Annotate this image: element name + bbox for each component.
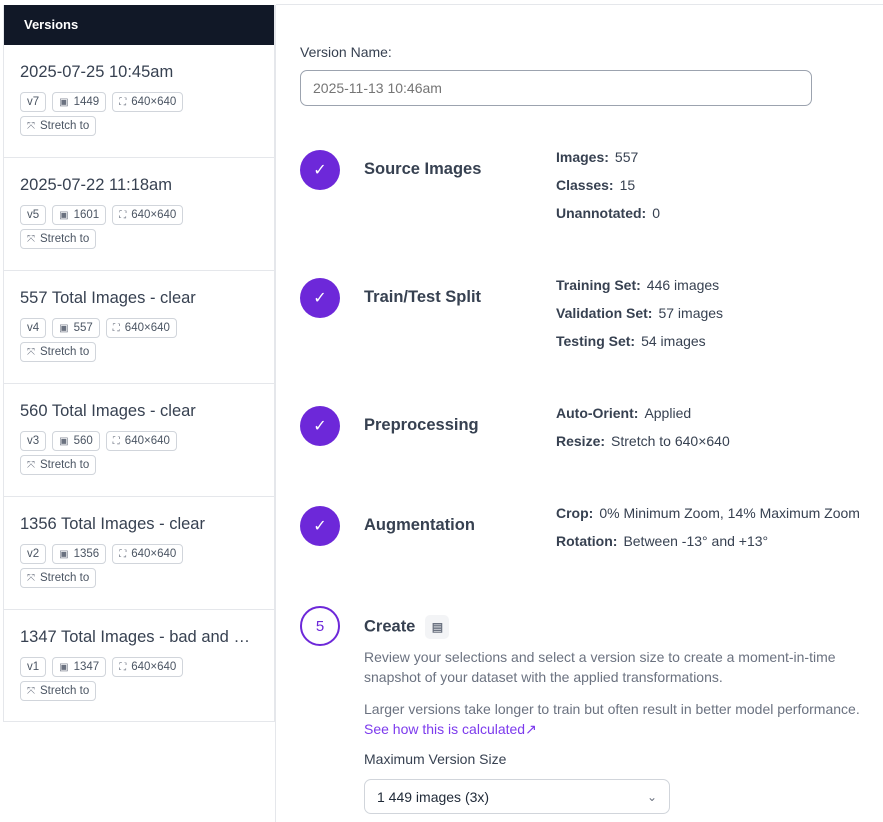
stretch-icon: ⤧ <box>27 120 35 132</box>
version-item[interactable]: 2025-07-22 11:18am v5 ▣ 1601 ⛶ 640×640 ⤧ St… <box>4 158 274 271</box>
stretch-icon: ⤧ <box>27 685 35 697</box>
check-icon: ✓ <box>300 150 340 190</box>
image-icon: ▣ <box>59 661 69 673</box>
resize-badge: ⤧ Stretch to <box>20 116 97 136</box>
version-item[interactable]: 1356 Total Images - clear v2 ▣ 1356 ⛶ 640×… <box>4 497 274 610</box>
size-badge: ⛶ 640×640 <box>112 544 184 564</box>
image-count-badge: ▣ 1449 <box>52 92 107 112</box>
detail-row: Validation Set: 57 images <box>556 305 724 321</box>
resize-badge: ⤧ Stretch to <box>20 229 97 249</box>
create-desc-2: Larger versions take longer to train but… <box>364 701 860 717</box>
resize-frame-icon: ⛶ <box>119 661 127 673</box>
image-icon: ▣ <box>59 548 69 560</box>
check-icon: ✓ <box>300 278 340 318</box>
divider <box>275 5 276 822</box>
image-icon: ▣ <box>59 209 69 221</box>
resize-badge: ⤧ Stretch to <box>20 681 97 701</box>
stretch-icon: ⤧ <box>27 572 35 584</box>
calculation-link[interactable]: See how this is calculated↗ <box>364 721 537 737</box>
version-item[interactable]: 560 Total Images - clear v3 ▣ 560 ⛶ 640×64… <box>4 384 274 497</box>
max-version-size-label: Maximum Version Size <box>364 751 507 767</box>
chevron-down-icon: ⌄ <box>646 789 657 804</box>
step-title: Source Images <box>364 160 482 178</box>
version-badge: v7 <box>20 92 47 112</box>
version-badge: v2 <box>20 544 47 564</box>
check-icon: ✓ <box>300 406 340 446</box>
image-icon: ▣ <box>59 322 69 334</box>
step-title: Train/Test Split <box>364 288 482 306</box>
version-title: 1347 Total Images - bad and augmented <box>20 628 258 646</box>
image-count-badge: ▣ 1347 <box>52 657 107 677</box>
size-badge: ⛶ 640×640 <box>105 318 177 338</box>
versions-sidebar: Versions 2025-07-25 10:45am v7 ▣ 1449 ⛶ 64… <box>3 5 275 722</box>
image-count-badge: ▣ 560 <box>52 431 100 451</box>
version-title: 557 Total Images - clear <box>20 289 196 307</box>
resize-frame-icon: ⛶ <box>119 209 127 221</box>
stretch-icon: ⤧ <box>27 233 35 245</box>
detail-row: Crop: 0% Minimum Zoom, 14% Maximum Zoom <box>556 505 860 521</box>
stretch-icon: ⤧ <box>27 459 35 471</box>
detail-row: Classes: 15 <box>556 177 636 193</box>
image-icon: ▣ <box>59 435 69 447</box>
image-count-badge: ▣ 1356 <box>52 544 107 564</box>
version-title: 2025-07-22 11:18am <box>20 176 172 194</box>
resize-badge: ⤧ Stretch to <box>20 568 97 588</box>
version-item[interactable]: 557 Total Images - clear v4 ▣ 557 ⛶ 640×64… <box>4 271 274 384</box>
detail-row: Resize: Stretch to 640×640 <box>556 433 730 449</box>
resize-badge: ⤧ Stretch to <box>20 455 97 475</box>
detail-row: Auto-Orient: Applied <box>556 405 692 421</box>
version-badge: v3 <box>20 431 47 451</box>
version-title: 1356 Total Images - clear <box>20 515 205 533</box>
size-badge: ⛶ 640×640 <box>112 205 184 225</box>
sidebar-title: Versions <box>4 5 274 45</box>
step-details: Training Set: 446 images Validation Set: 57… <box>556 271 723 355</box>
stretch-icon: ⤧ <box>27 346 35 358</box>
version-badge: v5 <box>20 205 47 225</box>
step-details: Auto-Orient: Applied Resize: Stretch to 640… <box>556 399 730 455</box>
image-count-badge: ▣ 1601 <box>52 205 107 225</box>
version-item[interactable]: 1347 Total Images - bad and augmented v1… <box>4 610 274 723</box>
version-item[interactable]: 2025-07-25 10:45am v7 ▣ 1449 ⛶ 640×640 ⤧ St… <box>4 45 274 158</box>
detail-row: Unannotated: 0 <box>556 205 661 221</box>
resize-badge: ⤧ Stretch to <box>20 342 97 362</box>
max-version-size-select[interactable]: 1 449 images (3x) ⌄ <box>364 779 670 814</box>
size-badge: ⛶ 640×640 <box>112 657 184 677</box>
detail-row: Images: 557 <box>556 149 639 165</box>
detail-row: Training Set: 446 images <box>556 277 720 293</box>
create-desc-1: Review your selections and select a vers… <box>364 649 836 685</box>
size-badge: ⛶ 640×640 <box>112 92 184 112</box>
resize-frame-icon: ⛶ <box>112 435 120 447</box>
version-name-input[interactable] <box>300 70 812 106</box>
version-badge: v4 <box>20 318 47 338</box>
resize-frame-icon: ⛶ <box>119 96 127 108</box>
selected-size: 1 449 images (3x) <box>377 788 490 805</box>
version-badge: v1 <box>20 657 47 677</box>
create-description: Review your selections and select a vers… <box>364 647 883 751</box>
version-name-label: Version Name: <box>300 44 392 60</box>
step-details: Images: 557 Classes: 15 Unannotated: 0 <box>556 143 660 227</box>
step-details: Crop: 0% Minimum Zoom, 14% Maximum Zoom Ro… <box>556 499 860 555</box>
versions-icon[interactable]: ▤ <box>425 615 450 639</box>
image-icon: ▣ <box>59 96 69 108</box>
resize-frame-icon: ⛶ <box>112 322 120 334</box>
top-border <box>276 4 883 5</box>
resize-frame-icon: ⛶ <box>119 548 127 560</box>
version-title: 560 Total Images - clear <box>20 402 196 420</box>
create-title: Create <box>364 617 416 636</box>
step-title: Augmentation <box>364 516 475 534</box>
image-count-badge: ▣ 557 <box>52 318 100 338</box>
detail-row: Rotation: Between -13° and +13° <box>556 533 769 549</box>
size-badge: ⛶ 640×640 <box>105 431 177 451</box>
check-icon: ✓ <box>300 506 340 546</box>
step-title: Preprocessing <box>364 416 479 434</box>
detail-row: Testing Set: 54 images <box>556 333 706 349</box>
version-title: 2025-07-25 10:45am <box>20 63 174 81</box>
step-number: 5 <box>300 606 340 646</box>
